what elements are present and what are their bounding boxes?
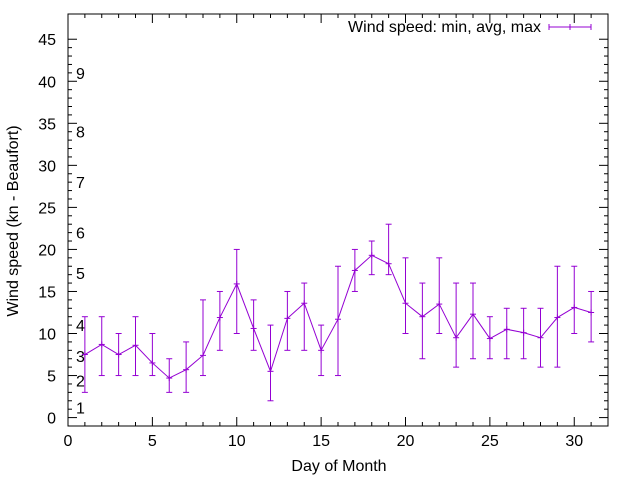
- data-point: [267, 368, 274, 375]
- data-point: [149, 359, 156, 366]
- data-point: [486, 335, 493, 342]
- axis-ticks: [67, 14, 609, 426]
- y-tick-label: 40: [38, 74, 56, 91]
- y-tick-label: 45: [38, 32, 56, 49]
- data-point: [571, 304, 578, 311]
- y-tick-label: 10: [38, 327, 56, 344]
- data-point: [301, 300, 308, 307]
- beaufort-label: 1: [76, 401, 85, 418]
- data-point: [588, 309, 595, 316]
- data-points: [81, 252, 595, 382]
- x-tick-label: 15: [312, 433, 330, 450]
- beaufort-label: 7: [76, 175, 85, 192]
- beaufort-label: 9: [76, 66, 85, 83]
- data-point: [554, 314, 561, 321]
- data-point: [216, 314, 223, 321]
- beaufort-label: 4: [76, 318, 85, 335]
- y-tick-label: 35: [38, 116, 56, 133]
- data-point: [200, 352, 206, 359]
- data-point: [284, 315, 291, 322]
- x-tick-label: 25: [481, 433, 499, 450]
- x-tick-label: 10: [228, 433, 246, 450]
- data-point: [419, 313, 426, 320]
- beaufort-labels: 1 2 3 4 5 6 7 8 9: [76, 66, 85, 418]
- beaufort-label: 2: [76, 374, 85, 391]
- legend-sample: [548, 24, 592, 30]
- data-point: [233, 280, 240, 287]
- data-point: [318, 347, 325, 354]
- beaufort-label: 8: [76, 125, 85, 142]
- x-tick-label: 30: [565, 433, 583, 450]
- y-tick-labels: 0 5 10 15 20 25 30 35 40 45: [38, 32, 56, 427]
- data-point: [132, 342, 139, 349]
- data-point: [453, 334, 460, 341]
- data-point: [335, 316, 341, 323]
- beaufort-label: 6: [76, 226, 85, 243]
- beaufort-label: 5: [76, 266, 85, 283]
- y-tick-label: 20: [38, 242, 56, 259]
- data-point: [98, 341, 105, 348]
- data-point: [520, 329, 527, 336]
- data-point: [402, 300, 409, 307]
- y-tick-label: 25: [38, 200, 56, 217]
- data-point: [436, 301, 443, 308]
- data-point: [537, 334, 544, 341]
- x-axis-label: Day of Month: [291, 458, 386, 475]
- data-point: [115, 351, 122, 358]
- legend-label: Wind speed: min, avg, max: [348, 19, 541, 36]
- y-tick-label: 30: [38, 158, 56, 175]
- data-point: [368, 252, 375, 259]
- data-point: [250, 325, 257, 332]
- y-tick-label: 15: [38, 284, 56, 301]
- x-tick-label: 5: [148, 433, 157, 450]
- data-point: [385, 260, 392, 267]
- y-axis-label: Wind speed (kn - Beaufort): [5, 125, 22, 316]
- x-tick-labels: 0 5 10 15 20 25 30: [64, 433, 584, 450]
- x-tick-label: 0: [64, 433, 73, 450]
- y-tick-label: 5: [47, 369, 56, 386]
- y-tick-label: 0: [47, 411, 56, 428]
- data-point: [470, 311, 476, 318]
- data-point: [81, 351, 88, 358]
- data-point: [503, 326, 510, 333]
- data-point: [166, 375, 173, 382]
- x-tick-label: 20: [397, 433, 415, 450]
- data-point: [351, 267, 358, 274]
- data-point: [183, 366, 190, 373]
- beaufort-label: 3: [76, 349, 85, 366]
- plot-frame: [67, 13, 609, 427]
